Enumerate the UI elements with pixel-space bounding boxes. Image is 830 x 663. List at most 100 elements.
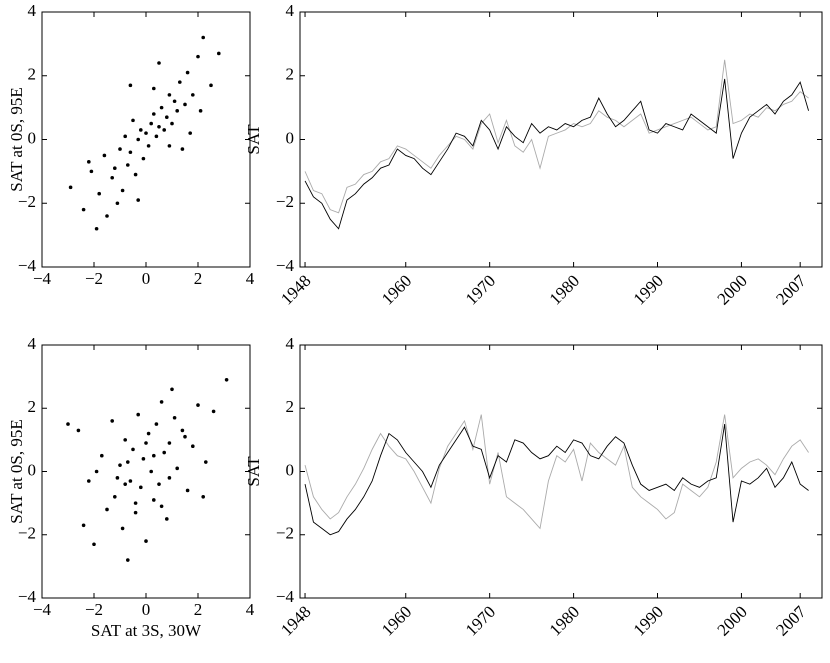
- x-tick-label: −4: [33, 269, 52, 288]
- point: [66, 422, 70, 426]
- series-line: [304, 414, 809, 530]
- x-tick-label: 1980: [546, 271, 583, 308]
- point: [172, 415, 177, 420]
- x-tick-label: 2: [194, 269, 203, 288]
- x-tick-label: 1970: [462, 271, 499, 308]
- point: [191, 93, 195, 97]
- y-axis-label: SAT: [244, 124, 263, 155]
- point: [188, 131, 192, 135]
- x-axis-label: SAT at 3S, 30W: [91, 621, 202, 640]
- y-tick-label: −4: [18, 587, 37, 606]
- point: [131, 118, 135, 123]
- y-tick-label: −2: [18, 524, 36, 543]
- axes-box: [41, 344, 251, 599]
- point: [162, 450, 166, 455]
- point: [170, 387, 174, 392]
- point: [113, 166, 117, 170]
- point: [201, 35, 205, 40]
- point: [172, 99, 177, 104]
- point: [94, 226, 99, 231]
- point: [154, 134, 159, 139]
- point: [133, 510, 138, 515]
- x-tick-label: 2007: [772, 271, 810, 309]
- x-tick-label: 1990: [630, 271, 667, 308]
- y-tick-label: 2: [286, 65, 295, 84]
- point: [94, 469, 99, 474]
- point: [204, 460, 208, 464]
- y-axis-label: SAT: [244, 456, 263, 487]
- point: [81, 207, 86, 212]
- x-tick-label: −2: [85, 600, 103, 619]
- point: [118, 463, 122, 467]
- x-tick-label: 1948: [277, 602, 314, 639]
- point: [76, 428, 81, 433]
- point: [131, 447, 135, 452]
- point: [133, 172, 138, 177]
- point: [128, 83, 133, 88]
- point: [144, 131, 148, 135]
- point: [211, 409, 216, 414]
- point: [180, 428, 185, 433]
- point: [123, 482, 127, 486]
- point: [167, 441, 172, 445]
- point: [110, 419, 114, 423]
- point: [126, 163, 130, 167]
- point: [224, 377, 229, 382]
- x-tick-label: 1990: [630, 602, 667, 639]
- series-line: [304, 78, 810, 230]
- x-tick-label: 1960: [378, 602, 415, 639]
- point: [183, 434, 187, 439]
- point: [123, 134, 127, 139]
- y-tick-label: −2: [276, 192, 294, 211]
- y-tick-label: 0: [286, 128, 295, 147]
- y-tick-label: 0: [286, 460, 295, 479]
- point: [87, 479, 91, 483]
- point: [149, 121, 153, 126]
- y-tick-label: −4: [276, 587, 295, 606]
- point: [100, 453, 104, 458]
- point: [157, 61, 161, 65]
- point: [183, 102, 187, 107]
- point: [217, 51, 221, 56]
- point: [198, 109, 203, 113]
- x-tick-label: 2000: [714, 271, 751, 308]
- point: [201, 495, 205, 499]
- point: [159, 105, 164, 110]
- point: [209, 83, 213, 88]
- x-tick-label: 4: [246, 600, 255, 619]
- point: [165, 115, 169, 119]
- point: [180, 147, 185, 151]
- point: [175, 466, 179, 471]
- y-tick-label: −2: [18, 192, 36, 211]
- point: [141, 457, 146, 461]
- x-tick-label: 1948: [277, 271, 314, 308]
- point: [126, 558, 130, 562]
- point: [185, 488, 190, 493]
- y-tick-label: 2: [28, 397, 37, 416]
- point: [68, 185, 73, 190]
- y-tick-label: 4: [28, 1, 37, 20]
- y-tick-label: −2: [276, 524, 294, 543]
- point: [165, 517, 169, 521]
- point: [157, 482, 161, 486]
- y-tick-label: −4: [18, 256, 37, 275]
- series-line: [304, 423, 809, 536]
- point: [152, 112, 156, 116]
- point: [154, 422, 159, 426]
- point: [120, 188, 125, 193]
- axes-box: [299, 344, 823, 599]
- point: [149, 469, 153, 474]
- x-tick-label: −2: [85, 269, 103, 288]
- point: [97, 191, 101, 196]
- point: [139, 128, 143, 132]
- y-tick-label: 2: [28, 65, 37, 84]
- point: [120, 526, 125, 531]
- y-axis-label: SAT at 0S, 95E: [7, 419, 26, 524]
- y-tick-label: 0: [28, 128, 37, 147]
- point: [196, 403, 200, 407]
- point: [81, 523, 86, 528]
- point: [191, 444, 195, 449]
- point: [157, 124, 161, 129]
- point: [167, 93, 172, 97]
- x-tick-label: 4: [246, 269, 255, 288]
